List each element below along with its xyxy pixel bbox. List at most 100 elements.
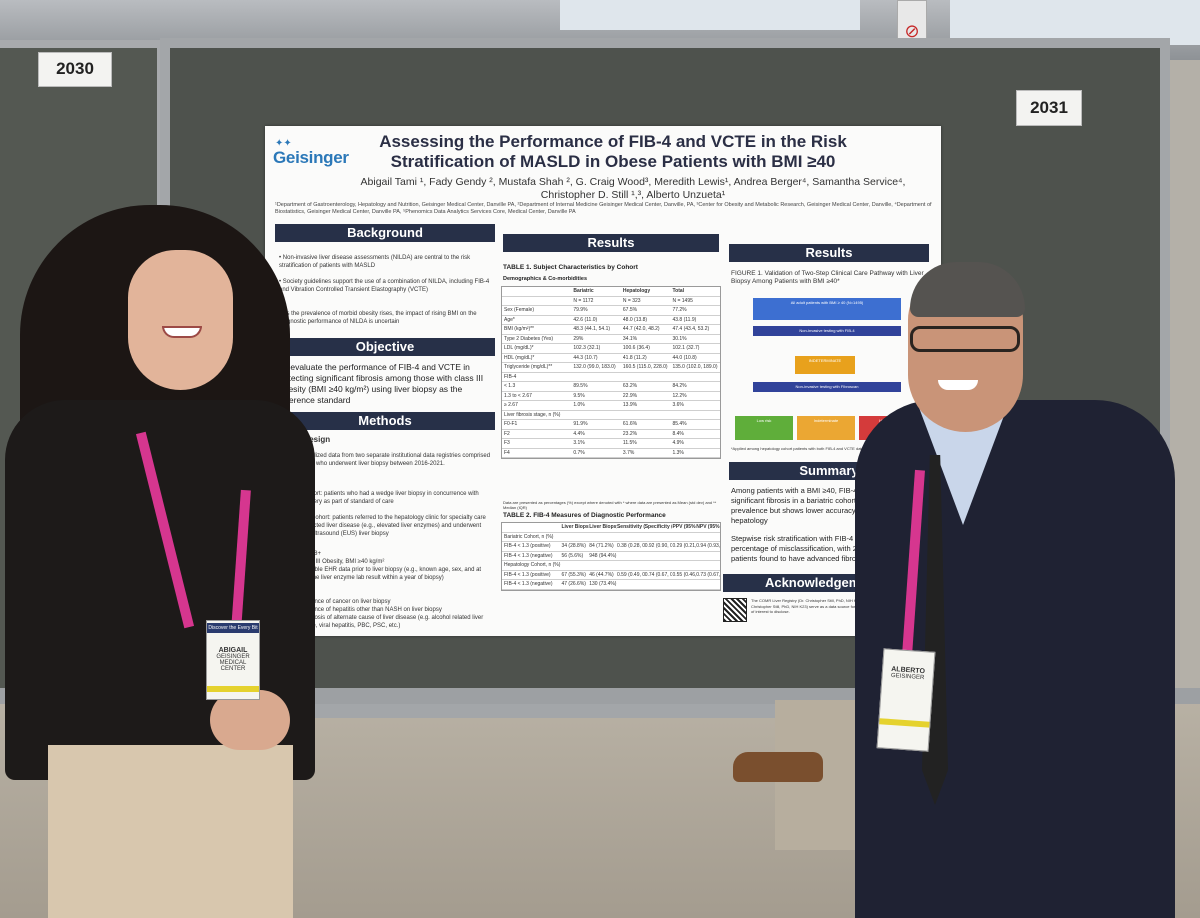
table-cell: 948 (94.4%) [589, 552, 617, 559]
table-cell [672, 552, 696, 561]
table-cell [561, 561, 589, 570]
table-cell: 67.5% [622, 307, 638, 313]
table-cell: 1.0% [573, 402, 585, 408]
table-cell: 44.3 (10.7) [573, 354, 598, 361]
table-cell: F0-F1 [504, 421, 518, 427]
table-row: Liver fibrosis stage, n (%) [502, 411, 720, 420]
background-bullet: • Society guidelines support the use of … [279, 279, 490, 293]
table-cell: Liver fibrosis stage, n (%) [504, 411, 561, 418]
table-cell [672, 561, 696, 570]
table-cell [504, 523, 561, 532]
badge-name: ABIGAIL [218, 647, 248, 654]
methods-text: Bariatric Cohort: patients who had a wed… [279, 491, 479, 505]
table-cell: 8.4% [672, 430, 684, 437]
table-cell: 135.0 (102.0, 189.0) [672, 364, 718, 370]
background-bullet-text: Society guidelines support the use of a … [279, 279, 490, 293]
badge-header: Discover the Every Bit [207, 623, 259, 633]
table-cell: 91.9% [573, 421, 588, 427]
table-cell: Total [672, 288, 685, 294]
flow-out-low: Low risk [735, 416, 793, 440]
table-row: Sex (Female) 79.9% 67.5% 77.2% [502, 306, 720, 316]
table-row: F3 3.1% 11.5% 4.9% [502, 439, 720, 449]
table-cell [672, 411, 720, 420]
table-cell: 100.6 (36.4) [622, 345, 650, 351]
table-row: FIB-4 < 1.3 (positive) 34 (28.8%) 84 (71.2… [502, 542, 720, 552]
table-cell: 77.2% [672, 307, 687, 313]
badge-stripe [879, 718, 930, 728]
hall-window [560, 0, 860, 30]
criteria-text: Diagnosis of alternate cause of liver di… [295, 615, 484, 629]
table-cell [617, 533, 645, 542]
poster-authors: Abigail Tami ¹, Fady Gendy ², Mustafa Sh… [360, 176, 906, 201]
table-cell: 0.38 (0.28, 0.48) [616, 543, 645, 549]
table1-caption: TABLE 1. Subject Characteristics by Coho… [503, 264, 638, 271]
table-cell: 0.92 (0.90, 0.94) [644, 543, 673, 549]
research-poster: ✦✦ Geisinger Assessing the Performance o… [265, 126, 941, 636]
table-cell [623, 411, 673, 420]
table-cell: FIB-4 < 1.3 (negative) [504, 581, 553, 587]
table-cell: 0.29 (0.21, 0.37) [672, 543, 697, 549]
background-bullet-text: Non-invasive liver disease assessments (… [279, 255, 471, 269]
table-row: Age* 42.6 (11.0) 48.0 (13.8) 43.8 (11.9) [502, 316, 720, 325]
table-cell: 1.3% [672, 449, 684, 456]
table-cell [573, 411, 623, 420]
table-cell: Type 2 Diabetes (Yes) [504, 335, 554, 342]
table-cell: 132.0 (99.0, 183.0) [573, 364, 616, 370]
table-cell: 67 (55.3%) [561, 571, 586, 578]
table-cell: 4.4% [573, 430, 585, 437]
background-bullet: • As the prevalence of morbid obesity ri… [279, 310, 491, 326]
table-cell [645, 561, 673, 570]
acknowledgements-text: The COMR Liver Registry (Dr. Christopher… [751, 598, 928, 614]
figure1-caption: FIGURE 1. Validation of Two-Step Clinica… [731, 270, 924, 285]
table-cell: 0.55 (0.46, 0.65) [672, 571, 697, 578]
table-cell: 22.9% [622, 392, 638, 399]
table-cell: 63.2% [622, 383, 638, 389]
table-cell: 30.1% [672, 335, 687, 342]
flow-box-top: All adult patients with BMI ≥ 40 (N=1495… [753, 298, 901, 320]
passerby-shoe [733, 752, 823, 782]
table-cell: N = 1495 [672, 297, 693, 304]
results-heading-mid: Results [503, 234, 719, 252]
table-row: FIB-4 [502, 373, 720, 382]
table-cell: 47 (26.6%) [561, 581, 586, 587]
table-cell: ≥ 2.67 [504, 402, 518, 408]
criteria-text: Presence of hepatitis other than NASH on… [298, 607, 442, 613]
criteria-item: • Diagnosis of alternate cause of liver … [295, 614, 491, 630]
table-cell: Liver Biopsy ≥F2 [561, 524, 589, 530]
table-cell: 102.1 (32.7) [672, 345, 700, 351]
table-cell: F2 [504, 430, 510, 437]
results-heading-right: Results [729, 244, 929, 262]
objective-heading: Objective [275, 338, 495, 356]
table-cell: 85.4% [672, 421, 687, 427]
table-cell: Age* [504, 316, 515, 323]
table-cell [617, 552, 645, 561]
table-cell: 34.1% [622, 335, 638, 342]
table-cell [672, 580, 696, 589]
badge-affiliation: GEISINGER [890, 672, 925, 682]
table1-subcaption: Demographics & Co-morbidities [503, 276, 588, 282]
table-cell [504, 297, 573, 306]
table-cell: 48.3 (44.1, 54.1) [573, 326, 611, 332]
man-hair [910, 262, 1025, 317]
table-cell: FIB-4 < 1.3 (positive) [504, 543, 551, 549]
table-cell [589, 533, 617, 542]
table-cell: 42.6 (11.0) [573, 316, 598, 323]
table-cell: N = 323 [622, 297, 641, 304]
criteria-text: Class III Obesity, BMI ≥40 kg/m² [298, 559, 385, 565]
table-row: N = 1172 N = 323 N = 1495 [502, 297, 720, 306]
name-badge-right: ALBERTO GEISINGER [876, 648, 936, 752]
table-cell: Triglyceride (mg/dL)** [504, 364, 553, 370]
table1: Bariatric Hepatology Total N = 1172 N = 323 N… [501, 286, 721, 459]
table-cell: 3.6% [672, 402, 684, 408]
table-row: < 1.3 89.5% 63.2% 84.2% [502, 382, 720, 392]
table-cell: 0.73 (0.67, 0.80) [696, 571, 721, 578]
table-cell: BMI (kg/m²)** [504, 326, 534, 332]
table-cell: 29% [573, 335, 584, 342]
table-cell: Sex (Female) [504, 307, 535, 313]
booth-number-sign-left: 2030 [38, 52, 112, 87]
table-cell: 44.7 (42.0, 48.2) [622, 326, 660, 332]
table-row: Bariatric Cohort, n (%) [502, 533, 720, 542]
table-header-row: Liver Biopsy ≥F2Liver Biopsy F0-F1Sensit… [502, 523, 720, 533]
flow-out-mid: Indeterminate [797, 416, 855, 440]
table-row: F4 0.7% 3.7% 1.3% [502, 449, 720, 458]
